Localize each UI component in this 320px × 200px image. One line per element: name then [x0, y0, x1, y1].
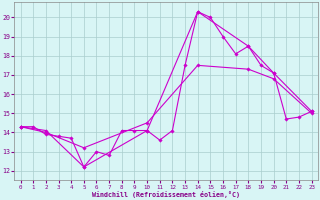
X-axis label: Windchill (Refroidissement éolien,°C): Windchill (Refroidissement éolien,°C): [92, 191, 240, 198]
